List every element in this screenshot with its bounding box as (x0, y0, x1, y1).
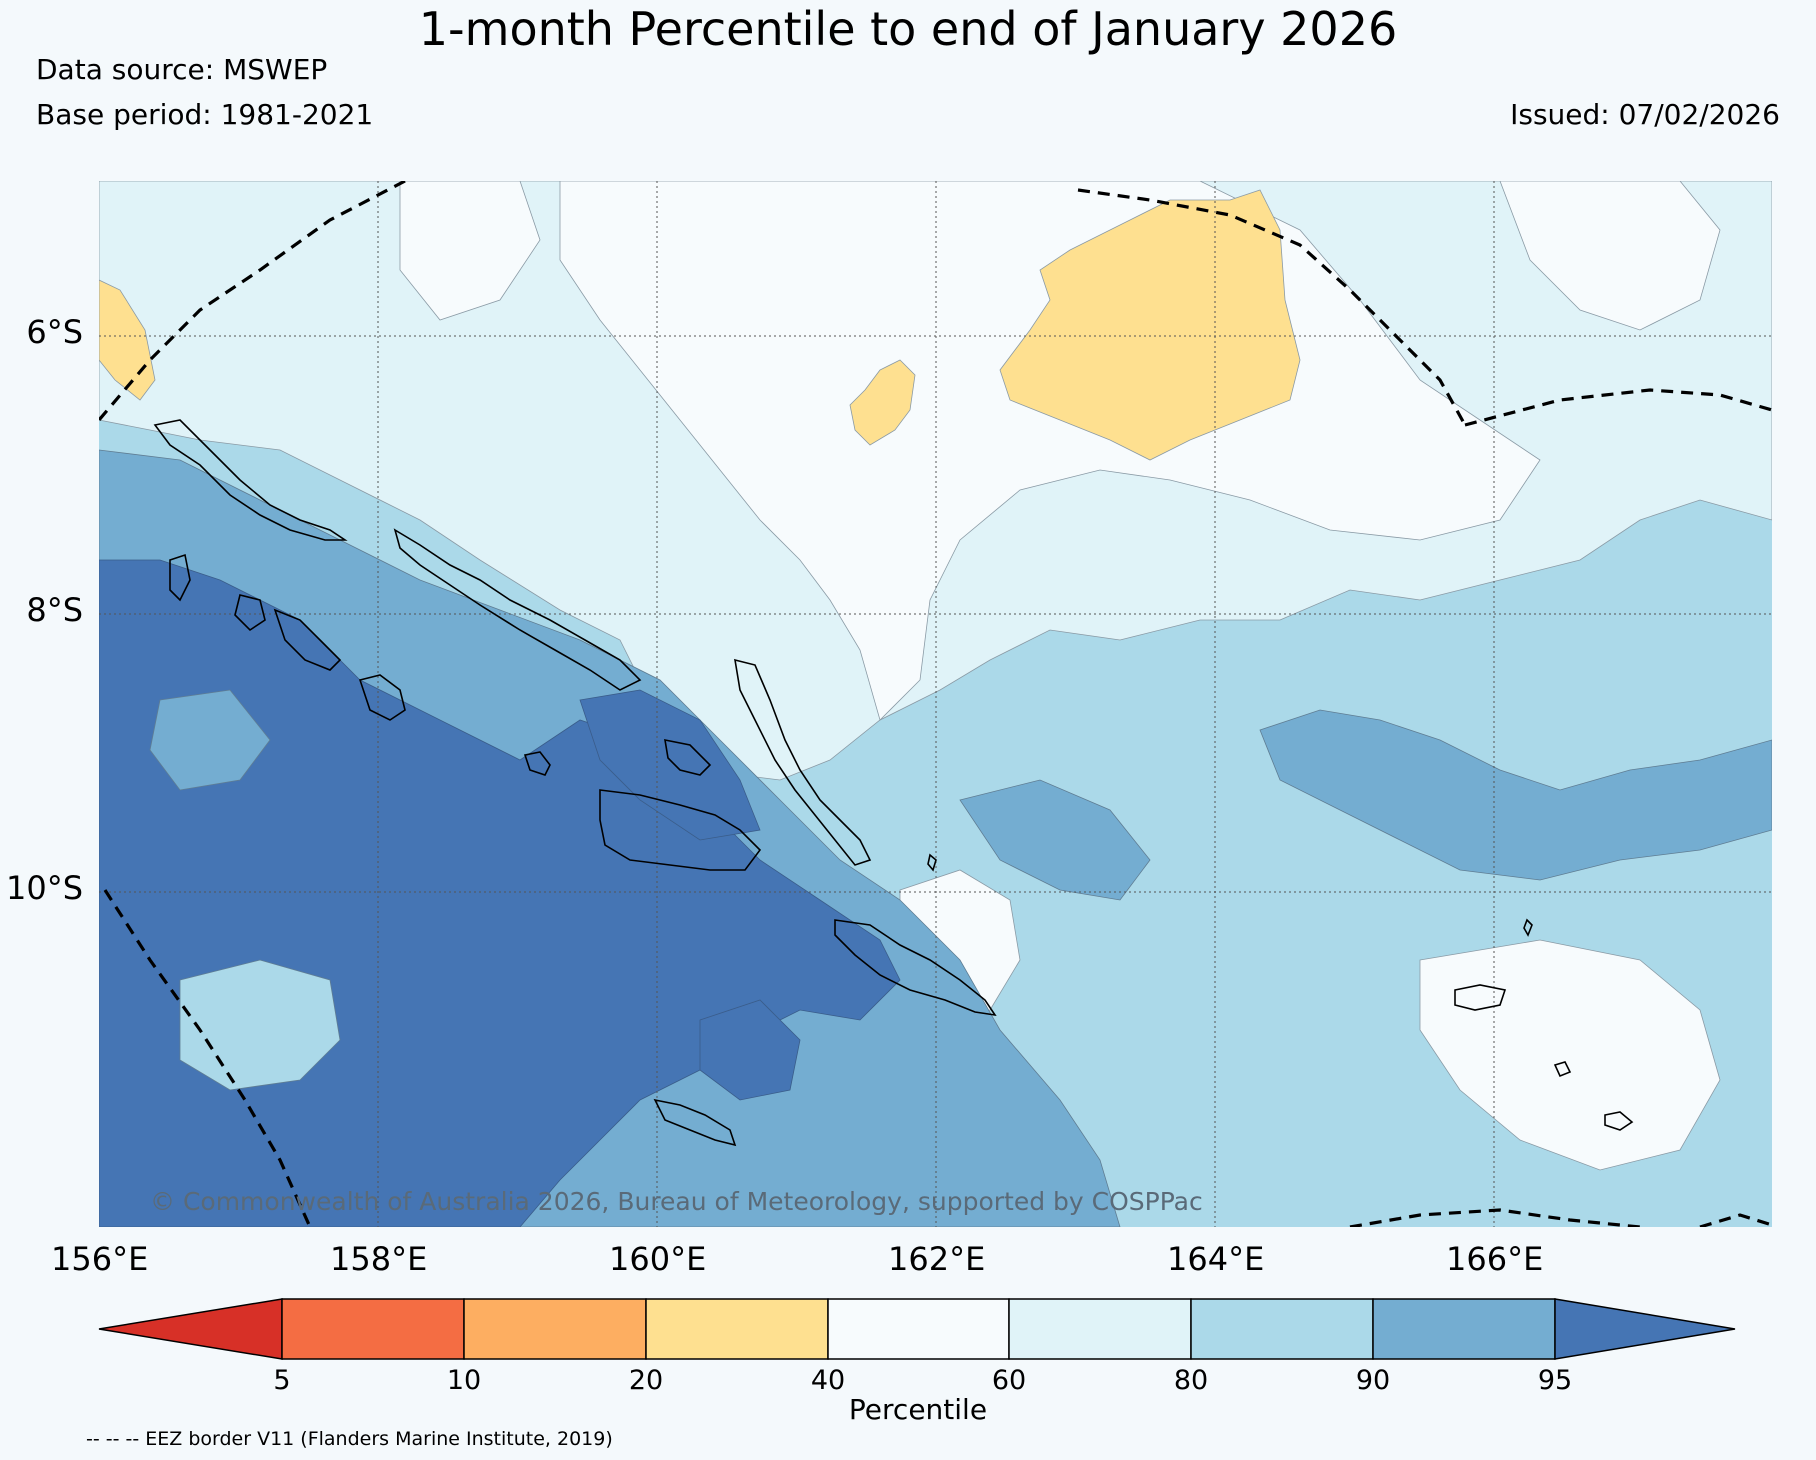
colorbar-bin-5-10 (281, 1298, 465, 1360)
map-title: 1-month Percentile to end of January 202… (418, 2, 1398, 56)
region-90-95-east (1259, 709, 1772, 881)
colorbar-tick-95: 95 (1538, 1365, 1572, 1396)
colorbar-tick-40: 40 (811, 1365, 845, 1396)
colorbar: 5 10 20 40 60 80 90 95 Percentile (98, 1298, 1736, 1426)
issued-date-label: Issued: 07/02/2026 (1510, 98, 1780, 131)
colorbar-low-extension (98, 1298, 283, 1360)
colorbar-tick-90: 90 (1356, 1365, 1390, 1396)
colorbar-bin-40-60 (827, 1298, 1010, 1360)
colorbar-high-extension (1554, 1298, 1736, 1360)
region-above-95-mid (579, 689, 761, 841)
colorbar-tick-5: 5 (273, 1365, 290, 1396)
colorbar-tick-60: 60 (992, 1365, 1026, 1396)
colorbar-bin-90-95 (1372, 1298, 1556, 1360)
region-above-95-south (699, 999, 801, 1101)
colorbar-tick-80: 80 (1174, 1365, 1208, 1396)
colorbar-bin-60-80 (1008, 1298, 1192, 1360)
colorbar-bin-20-40 (645, 1298, 829, 1360)
region-90-95-center (959, 779, 1151, 901)
lon-label-160e: 160°E (609, 1240, 706, 1278)
lat-label-10s: 10°S (6, 869, 83, 907)
lat-label-8s: 8°S (26, 591, 83, 629)
lon-label-164e: 164°E (1167, 1240, 1264, 1278)
region-40-60-southeast (1419, 939, 1721, 1171)
region-40-60-northeast (1499, 181, 1721, 331)
colorbar-bin-10-20 (463, 1298, 647, 1360)
lat-label-6s: 6°S (26, 313, 83, 351)
colorbar-bin-80-90 (1190, 1298, 1374, 1360)
lon-label-156e: 156°E (51, 1240, 148, 1278)
colorbar-title: Percentile (849, 1393, 987, 1426)
copyright-notice: © Commonwealth of Australia 2026, Bureau… (150, 1187, 1203, 1216)
data-source-label: Data source: MSWEP (36, 53, 328, 86)
coastlines (153, 419, 1634, 1147)
region-20-40-mid (849, 359, 916, 446)
lon-label-162e: 162°E (888, 1240, 985, 1278)
region-40-60-west (399, 181, 541, 321)
colorbar-tick-20: 20 (629, 1365, 663, 1396)
eez-borders (99, 181, 1772, 1227)
eez-footnote: -- -- -- EEZ border V11 (Flanders Marine… (86, 1428, 613, 1450)
lon-label-166e: 166°E (1446, 1240, 1543, 1278)
lon-label-158e: 158°E (330, 1240, 427, 1278)
colorbar-tick-10: 10 (447, 1365, 481, 1396)
base-period-label: Base period: 1981-2021 (36, 98, 374, 131)
latitude-labels: 6°S 8°S 10°S (6, 313, 83, 907)
graticule (99, 181, 1772, 1227)
region-80-90-patch-2 (149, 689, 271, 791)
region-20-40-north (999, 189, 1301, 461)
region-80-90-patch (179, 959, 341, 1091)
percentile-field: © Commonwealth of Australia 2026, Bureau… (99, 181, 1772, 1227)
longitude-labels: 156°E 158°E 160°E 162°E 164°E 166°E (51, 1240, 1543, 1278)
